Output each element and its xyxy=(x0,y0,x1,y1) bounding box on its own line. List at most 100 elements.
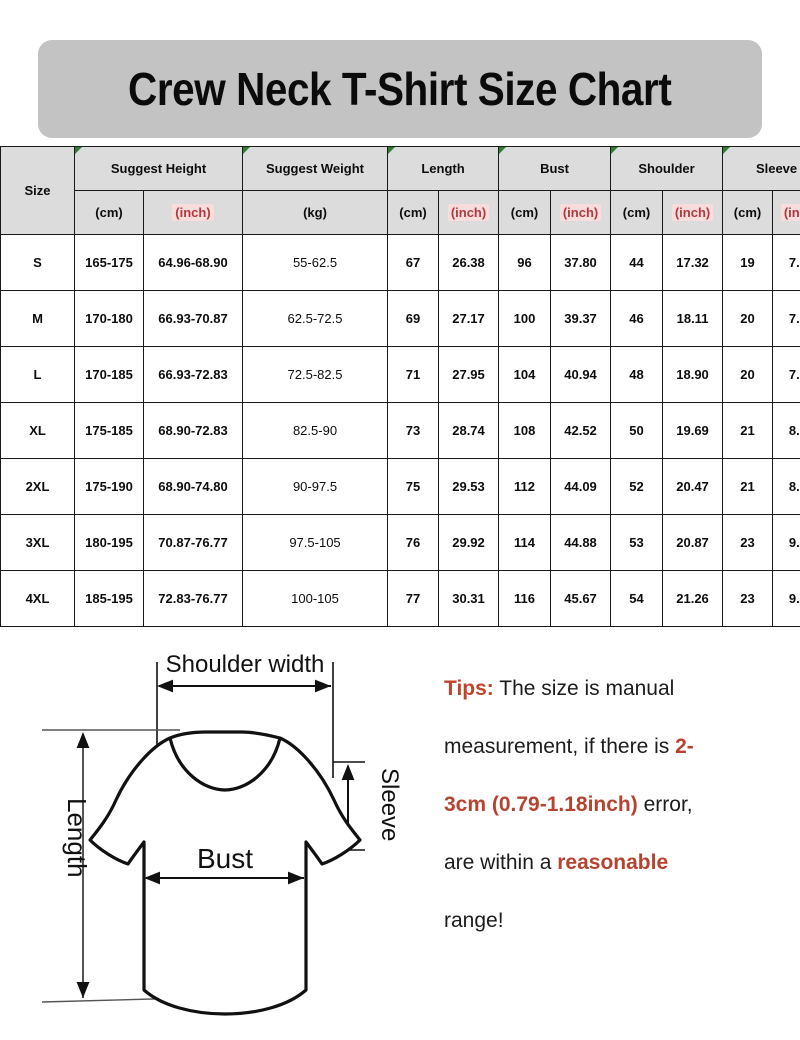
header-sleeve: Sleeve xyxy=(722,146,800,191)
cell-bust-cm: 100 xyxy=(498,290,552,347)
cell-size: S xyxy=(0,234,75,291)
cell-bust-inch: 39.37 xyxy=(550,290,612,347)
cell-length-inch: 30.31 xyxy=(437,570,500,627)
table-row: 4XL 185-195 72.83-76.77 100-105 77 30.31 116 45… xyxy=(0,570,800,627)
table-row: XL 175-185 68.90-72.83 82.5-90 73 28.74 108 42.… xyxy=(0,402,800,459)
cell-weight-kg: 100-105 xyxy=(242,570,388,627)
diagram-bust-label: Bust xyxy=(197,843,253,874)
header-size: Size xyxy=(0,146,75,235)
unit-sleeve-inch-text: (inch) xyxy=(780,204,800,221)
cell-height-inch: 68.90-72.83 xyxy=(143,402,243,459)
cell-shoulder-inch: 20.87 xyxy=(662,514,724,571)
cell-weight-kg: 72.5-82.5 xyxy=(242,346,388,403)
cell-weight-kg: 62.5-72.5 xyxy=(242,290,388,347)
cell-height-cm: 175-185 xyxy=(74,402,144,459)
cell-length-cm: 67 xyxy=(387,234,439,291)
cell-height-inch: 64.96-68.90 xyxy=(143,234,243,291)
tips-panel: Tips: The size is manual measurement, if… xyxy=(444,660,792,950)
cell-shoulder-cm: 48 xyxy=(610,346,664,403)
cell-length-inch: 29.53 xyxy=(437,458,500,515)
cell-weight-kg: 90-97.5 xyxy=(242,458,388,515)
cell-length-inch: 27.95 xyxy=(437,346,500,403)
size-chart-body: S 165-175 64.96-68.90 55-62.5 67 26.38 96 37.80… xyxy=(0,234,800,627)
cell-sleeve-cm: 20 xyxy=(722,346,774,403)
cell-shoulder-inch: 20.47 xyxy=(662,458,724,515)
cell-length-cm: 71 xyxy=(387,346,439,403)
cell-length-cm: 75 xyxy=(387,458,439,515)
cell-shoulder-inch: 21.26 xyxy=(662,570,724,627)
cell-length-inch: 29.92 xyxy=(437,514,500,571)
cell-shoulder-cm: 53 xyxy=(610,514,664,571)
cell-bust-cm: 114 xyxy=(498,514,552,571)
page-title: Crew Neck T-Shirt Size Chart xyxy=(128,63,672,115)
unit-weight-kg: (kg) xyxy=(242,190,388,235)
cell-size: M xyxy=(0,290,75,347)
cell-size: 3XL xyxy=(0,514,75,571)
tshirt-neckline xyxy=(168,737,282,792)
tips-line3-rest: error, xyxy=(637,793,693,816)
cell-sleeve-cm: 23 xyxy=(722,570,774,627)
cell-sleeve-cm: 21 xyxy=(722,402,774,459)
cell-size: L xyxy=(0,346,75,403)
cell-bust-inch: 44.88 xyxy=(550,514,612,571)
cell-size: 2XL xyxy=(0,458,75,515)
unit-height-cm: (cm) xyxy=(74,190,144,235)
cell-sleeve-cm: 21 xyxy=(722,458,774,515)
cell-sleeve-inch: 8.27 xyxy=(772,458,800,515)
cell-shoulder-cm: 54 xyxy=(610,570,664,627)
tips-line3-highlight: 3cm (0.79-1.18inch) xyxy=(444,793,638,816)
tips-line-5: range! xyxy=(444,892,792,950)
unit-sleeve-inch: (inch) xyxy=(772,190,800,235)
cell-height-inch: 70.87-76.77 xyxy=(143,514,243,571)
header-shoulder: Shoulder xyxy=(610,146,724,191)
cell-bust-cm: 116 xyxy=(498,570,552,627)
unit-bust-inch: (inch) xyxy=(550,190,612,235)
cell-weight-kg: 82.5-90 xyxy=(242,402,388,459)
unit-length-cm: (cm) xyxy=(387,190,439,235)
unit-length-inch-text: (inch) xyxy=(447,204,490,221)
cell-shoulder-cm: 46 xyxy=(610,290,664,347)
cell-sleeve-inch: 9.06 xyxy=(772,570,800,627)
cell-sleeve-inch: 7.87 xyxy=(772,346,800,403)
table-header-group-row: Size Suggest Height Suggest Weight Lengt… xyxy=(0,146,800,235)
tips-line-3: 3cm (0.79-1.18inch) error, xyxy=(444,776,792,834)
cell-shoulder-inch: 17.32 xyxy=(662,234,724,291)
cell-weight-kg: 97.5-105 xyxy=(242,514,388,571)
cell-length-inch: 26.38 xyxy=(437,234,500,291)
tshirt-measurement-diagram: Shoulder width Sleeve Length Bust xyxy=(20,650,430,1040)
cell-shoulder-cm: 52 xyxy=(610,458,664,515)
table-row: 2XL 175-190 68.90-74.80 90-97.5 75 29.53 112 44… xyxy=(0,458,800,515)
cell-shoulder-cm: 44 xyxy=(610,234,664,291)
diagram-shoulder-label: Shoulder width xyxy=(166,651,325,678)
cell-height-inch: 72.83-76.77 xyxy=(143,570,243,627)
table-row: 3XL 180-195 70.87-76.77 97.5-105 76 29.92 114 4… xyxy=(0,514,800,571)
cell-length-inch: 27.17 xyxy=(437,290,500,347)
cell-height-cm: 170-180 xyxy=(74,290,144,347)
cell-bust-inch: 45.67 xyxy=(550,570,612,627)
cell-shoulder-inch: 18.90 xyxy=(662,346,724,403)
cell-length-cm: 76 xyxy=(387,514,439,571)
cell-length-inch: 28.74 xyxy=(437,402,500,459)
chart-title-bar: Crew Neck T-Shirt Size Chart xyxy=(38,40,762,138)
cell-bust-inch: 42.52 xyxy=(550,402,612,459)
cell-sleeve-cm: 19 xyxy=(722,234,774,291)
unit-shoulder-cm: (cm) xyxy=(610,190,664,235)
unit-height-inch-text: (inch) xyxy=(172,204,214,221)
unit-bust-cm: (cm) xyxy=(498,190,552,235)
header-suggest-weight: Suggest Weight xyxy=(242,146,388,191)
cell-length-cm: 77 xyxy=(387,570,439,627)
tips-line4-plain: are within a xyxy=(444,851,558,874)
tips-line4-highlight: reasonable xyxy=(557,851,669,874)
unit-shoulder-inch-text: (inch) xyxy=(671,204,714,221)
cell-height-inch: 68.90-74.80 xyxy=(143,458,243,515)
header-suggest-height: Suggest Height xyxy=(74,146,243,191)
cell-bust-inch: 37.80 xyxy=(550,234,612,291)
cell-height-cm: 185-195 xyxy=(74,570,144,627)
unit-bust-inch-text: (inch) xyxy=(559,204,602,221)
cell-height-cm: 175-190 xyxy=(74,458,144,515)
cell-bust-cm: 104 xyxy=(498,346,552,403)
unit-sleeve-cm: (cm) xyxy=(722,190,774,235)
table-header-unit-row: (cm) (inch) (kg) (cm) (inch) (cm) (inch)… xyxy=(1,190,800,235)
unit-length-inch: (inch) xyxy=(437,190,500,235)
cell-shoulder-inch: 19.69 xyxy=(662,402,724,459)
